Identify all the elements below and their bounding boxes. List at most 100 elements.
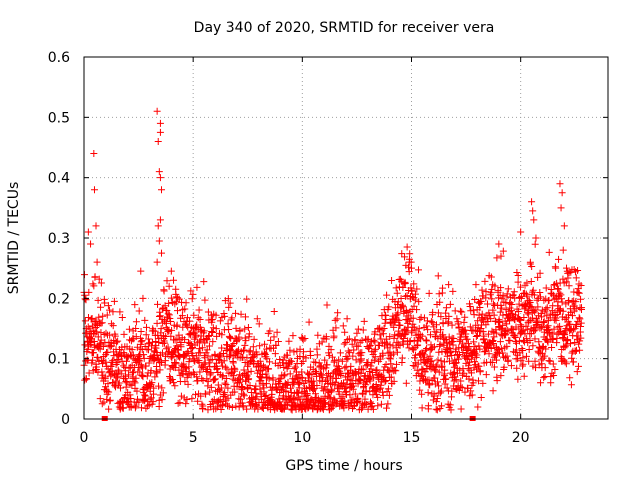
data-point	[132, 333, 140, 341]
data-point	[554, 323, 562, 331]
data-point	[243, 405, 251, 413]
data-point	[148, 338, 156, 346]
data-point	[269, 376, 277, 384]
data-point	[495, 317, 503, 325]
data-point	[476, 368, 484, 376]
data-point	[354, 325, 362, 333]
data-point	[375, 385, 383, 393]
data-point	[557, 295, 565, 303]
data-point	[574, 267, 582, 275]
data-point	[561, 331, 569, 339]
data-point	[459, 348, 467, 356]
data-point	[488, 285, 496, 293]
data-point	[437, 313, 445, 321]
data-point	[272, 341, 280, 349]
data-point	[498, 295, 506, 303]
data-point	[533, 296, 541, 304]
data-point	[176, 399, 184, 407]
data-point	[89, 349, 97, 357]
data-point	[126, 391, 134, 399]
data-point	[514, 272, 522, 280]
data-point	[246, 381, 254, 389]
data-point	[497, 252, 505, 260]
data-point	[384, 400, 392, 408]
data-point	[253, 351, 261, 359]
data-point	[426, 331, 434, 339]
data-point	[174, 294, 182, 302]
data-point	[577, 319, 585, 327]
data-point	[135, 398, 143, 406]
data-point	[570, 325, 578, 333]
data-point	[403, 309, 411, 317]
data-point	[231, 388, 239, 396]
data-point	[98, 319, 106, 327]
data-point	[563, 264, 571, 272]
data-point	[537, 293, 545, 301]
data-point	[468, 391, 476, 399]
data-point	[167, 294, 175, 302]
data-point	[565, 282, 573, 290]
data-point	[535, 338, 543, 346]
data-point	[166, 315, 174, 323]
data-point	[90, 186, 98, 194]
data-point	[399, 284, 407, 292]
data-point	[341, 364, 349, 372]
data-point	[370, 374, 378, 382]
data-point	[279, 356, 287, 364]
data-point	[450, 335, 458, 343]
data-point	[199, 402, 207, 410]
data-point	[256, 357, 264, 365]
data-point	[225, 303, 233, 311]
data-point	[219, 372, 227, 380]
data-point	[386, 348, 394, 356]
data-point	[195, 359, 203, 367]
data-point	[465, 361, 473, 369]
data-point	[345, 335, 353, 343]
data-point	[216, 317, 224, 325]
data-point	[556, 289, 564, 297]
data-point	[222, 363, 230, 371]
data-point	[242, 337, 250, 345]
chart-title: Day 340 of 2020, SRMTID for receiver ver…	[194, 20, 495, 36]
data-point	[525, 346, 533, 354]
data-point	[122, 357, 130, 365]
data-point	[515, 300, 523, 308]
data-point	[105, 405, 113, 413]
data-point	[173, 321, 181, 329]
data-point	[500, 363, 508, 371]
data-point	[562, 278, 570, 286]
data-point	[144, 346, 152, 354]
data-point	[155, 403, 163, 411]
data-point	[408, 264, 415, 272]
data-point	[169, 351, 177, 359]
data-point	[253, 315, 261, 323]
data-point	[536, 288, 544, 296]
data-point	[557, 204, 565, 212]
data-point	[572, 298, 580, 306]
data-point	[549, 335, 557, 343]
data-point	[240, 346, 248, 354]
data-point	[200, 360, 208, 368]
data-point	[102, 358, 110, 366]
data-point	[208, 315, 216, 323]
x-tick-label: 10	[293, 430, 311, 446]
data-point	[340, 404, 348, 412]
data-point	[154, 300, 162, 308]
data-point	[461, 313, 469, 321]
data-point	[173, 342, 181, 350]
data-point	[394, 309, 402, 317]
data-point	[405, 317, 413, 325]
data-point	[484, 300, 492, 308]
data-point	[572, 274, 580, 282]
data-point	[318, 338, 326, 346]
data-point	[218, 362, 226, 370]
data-point	[503, 352, 511, 360]
data-point	[383, 404, 391, 412]
data-point	[262, 391, 270, 399]
data-point	[575, 314, 583, 322]
data-point	[187, 345, 195, 353]
data-point	[97, 336, 105, 344]
data-point	[117, 370, 125, 378]
data-point	[339, 379, 347, 387]
data-point	[224, 295, 232, 303]
